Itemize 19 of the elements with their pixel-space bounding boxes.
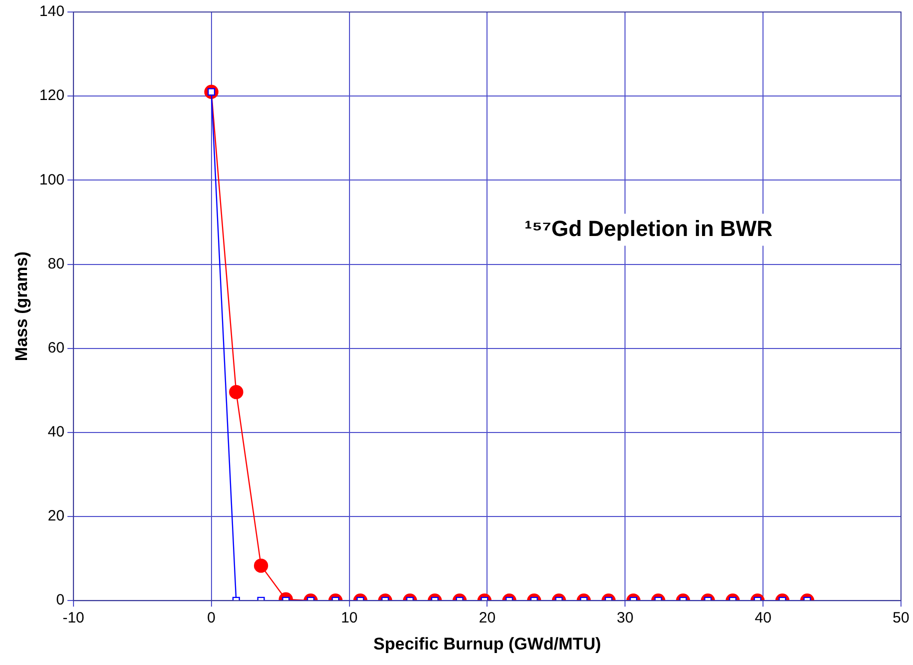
y-tick-label: 80 [48, 255, 64, 272]
y-tick-label: 60 [48, 339, 64, 356]
text: ¹⁵⁷Gd Depletion in BWR [524, 216, 773, 241]
y-tick-label: 40 [48, 424, 64, 441]
x-tick-label: 30 [616, 610, 634, 627]
x-tick-label: 0 [207, 610, 216, 627]
x-tick-label: 20 [478, 610, 496, 627]
x-axis-title: Specific Burnup (GWd/MTU) [373, 634, 602, 654]
x-tick-label: 40 [754, 610, 772, 627]
y-tick-label: 20 [48, 508, 64, 525]
y-tick-label: 120 [39, 87, 64, 104]
y-tick-label: 0 [56, 592, 64, 609]
x-tick-label: -10 [62, 610, 84, 627]
point [229, 384, 244, 400]
y-tick-label: 140 [39, 3, 64, 20]
x-tick-label: 50 [892, 610, 910, 627]
y-axis-title: Mass (grams) [12, 251, 31, 362]
y-tick-label: 100 [39, 171, 64, 188]
x-tick-label: 10 [340, 610, 358, 627]
